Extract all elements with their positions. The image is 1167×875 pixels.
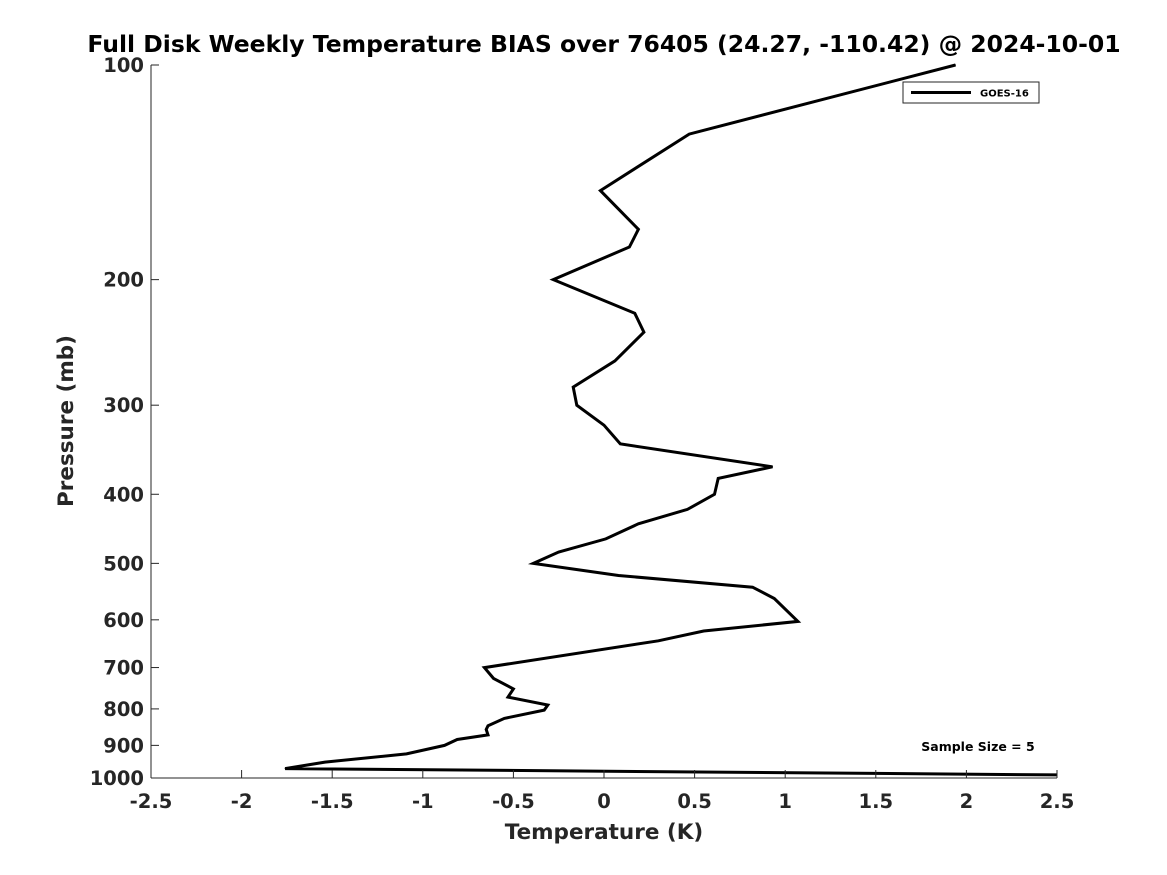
data-point — [955, 64, 956, 66]
y-axis-ticks: 100 200 300 400 500 600 700 800 900 1000 — [90, 54, 159, 790]
y-tick-label: 100 — [103, 54, 144, 77]
data-point — [797, 620, 799, 622]
data-point — [686, 508, 688, 510]
y-tick-label: 300 — [103, 394, 144, 417]
data-point — [444, 744, 445, 746]
data-point — [547, 704, 549, 706]
data-point — [614, 360, 616, 362]
data-point — [703, 630, 705, 632]
x-tick-label: 2.5 — [1040, 790, 1075, 813]
y-tick-label: 800 — [103, 698, 144, 721]
data-point — [637, 228, 639, 230]
data-point — [284, 768, 286, 770]
x-tick-label: -0.5 — [492, 790, 535, 813]
x-tick-label: -1.5 — [311, 790, 354, 813]
data-point — [485, 729, 487, 730]
sample-size-annotation: Sample Size = 5 — [921, 739, 1034, 754]
data-point — [773, 598, 775, 599]
x-tick-label: -2 — [231, 790, 253, 813]
x-tick-label: 0.5 — [677, 790, 712, 813]
data-point — [576, 404, 578, 406]
data-point — [507, 696, 509, 698]
data-point — [503, 717, 505, 719]
data-point — [603, 424, 605, 426]
x-tick-label: 1.5 — [859, 790, 894, 813]
data-point — [572, 386, 574, 388]
y-tick-label: 600 — [103, 609, 144, 632]
data-point — [599, 190, 601, 192]
data-point — [643, 331, 645, 333]
data-point — [487, 734, 489, 736]
x-axis-label: Temperature (K) — [505, 820, 703, 845]
data-point — [558, 551, 560, 553]
y-tick-label: 200 — [103, 269, 144, 292]
data-point — [512, 688, 514, 690]
y-tick-label: 700 — [103, 657, 144, 680]
data-point — [456, 739, 458, 740]
data-point — [657, 640, 659, 642]
data-point — [324, 761, 326, 763]
x-tick-label: -1 — [412, 790, 434, 813]
data-point — [637, 523, 639, 525]
legend: GOES-16 — [902, 81, 1040, 104]
data-point — [619, 443, 621, 445]
data-point — [605, 538, 607, 540]
data-point — [717, 477, 719, 479]
y-tick-label: 400 — [103, 483, 144, 506]
y-tick-label: 500 — [103, 552, 144, 575]
data-point — [493, 677, 494, 679]
y-axis-label: Pressure (mb) — [54, 335, 79, 507]
chart-title: Full Disk Weekly Temperature BIAS over 7… — [87, 30, 1120, 58]
data-point — [688, 133, 690, 135]
data-point — [532, 562, 534, 564]
x-tick-label: -2.5 — [130, 790, 173, 813]
data-point — [618, 575, 619, 576]
data-point — [634, 312, 636, 314]
data-point — [628, 246, 630, 248]
x-tick-label: 2 — [960, 790, 974, 813]
x-tick-label: 0 — [597, 790, 611, 813]
y-tick-label: 1000 — [90, 767, 144, 790]
data-point — [487, 725, 489, 727]
data-point — [752, 586, 754, 588]
data-point — [772, 466, 773, 468]
y-tick-label: 900 — [103, 734, 144, 757]
x-tick-label: 1 — [778, 790, 792, 813]
x-axis-ticks: -2.5 -2 -1.5 -1 -0.5 0 0.5 1 1.5 2 2.5 — [130, 770, 1075, 813]
legend-entry-goes16: GOES-16 — [980, 89, 1029, 100]
data-point — [543, 709, 545, 711]
data-point — [406, 753, 407, 755]
data-point — [483, 667, 485, 669]
data-point — [552, 279, 554, 281]
data-point — [714, 493, 715, 495]
